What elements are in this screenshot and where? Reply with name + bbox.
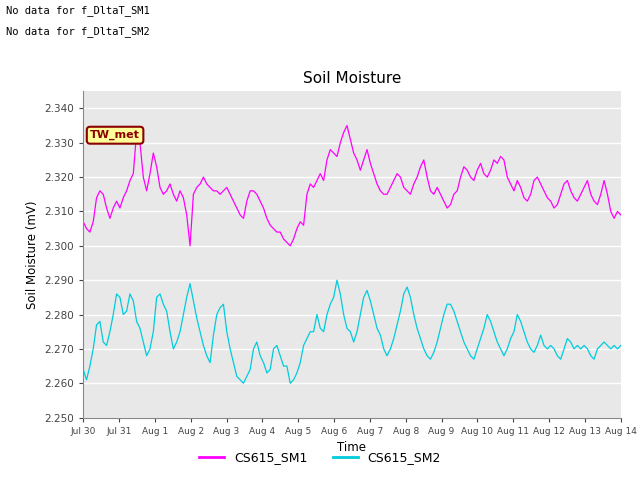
Line: CS615_SM1: CS615_SM1 [83, 126, 621, 246]
Title: Soil Moisture: Soil Moisture [303, 71, 401, 86]
CS615_SM2 [79, 367, 87, 372]
Text: No data for f_DltaT_SM2: No data for f_DltaT_SM2 [6, 26, 150, 37]
CS615_SM1 [186, 243, 194, 249]
CS615_SM1 [343, 123, 351, 129]
Line: CS615_SM2: CS615_SM2 [83, 280, 621, 383]
CS615_SM2 [513, 312, 521, 317]
CS615_SM1 [79, 219, 87, 225]
Text: TW_met: TW_met [90, 130, 140, 140]
CS615_SM1 [257, 198, 264, 204]
CS615_SM1 [126, 178, 134, 183]
Text: No data for f_DltaT_SM1: No data for f_DltaT_SM1 [6, 5, 150, 16]
CS615_SM1 [516, 184, 524, 190]
Y-axis label: Soil Moisture (mV): Soil Moisture (mV) [26, 200, 39, 309]
CS615_SM2 [260, 360, 268, 365]
CS615_SM2 [516, 319, 524, 324]
CS615_SM1 [513, 178, 521, 183]
CS615_SM2 [617, 343, 625, 348]
Legend: CS615_SM1, CS615_SM2: CS615_SM1, CS615_SM2 [194, 446, 446, 469]
CS615_SM1 [440, 198, 447, 204]
CS615_SM1 [617, 212, 625, 218]
CS615_SM2 [257, 353, 264, 359]
CS615_SM2 [440, 312, 447, 317]
CS615_SM2 [239, 380, 247, 386]
X-axis label: Time: Time [337, 441, 367, 454]
CS615_SM2 [333, 277, 341, 283]
CS615_SM1 [260, 205, 268, 211]
CS615_SM2 [126, 291, 134, 297]
